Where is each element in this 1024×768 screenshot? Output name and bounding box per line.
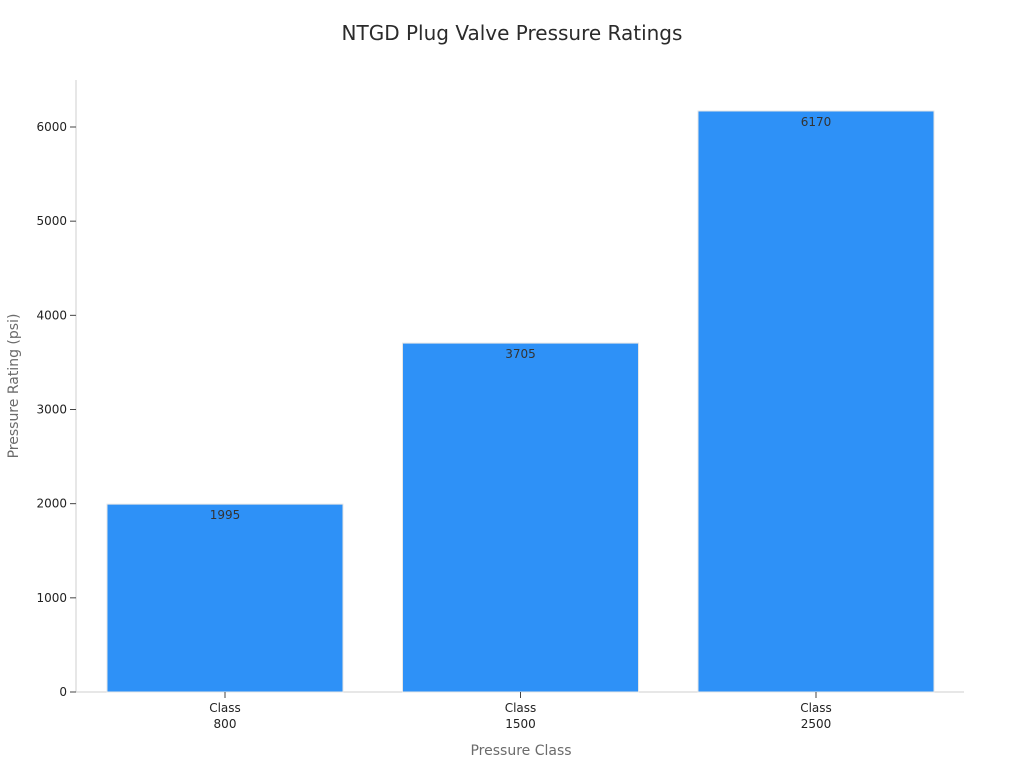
bars-group bbox=[106, 110, 935, 693]
y-tick-label: 3000 bbox=[36, 403, 67, 417]
x-axis-title: Pressure Class bbox=[470, 743, 571, 759]
x-tick-label: 2500 bbox=[801, 717, 832, 731]
y-axis-ticks: 0 1000 2000 3000 4000 5000 6000 bbox=[36, 120, 76, 699]
chart-title: NTGD Plug Valve Pressure Ratings bbox=[342, 21, 683, 45]
bar-class-800 bbox=[106, 503, 344, 693]
x-tick-label: 800 bbox=[214, 717, 237, 731]
data-label: 6170 bbox=[801, 115, 832, 129]
data-label: 3705 bbox=[505, 347, 536, 361]
y-tick-label: 4000 bbox=[36, 308, 67, 322]
x-axis-ticks: Class 800 Class 1500 Class 2500 bbox=[209, 692, 832, 731]
x-tick-label: Class bbox=[209, 701, 241, 715]
y-tick-label: 1000 bbox=[36, 591, 67, 605]
x-tick-label: Class bbox=[800, 701, 832, 715]
y-tick-label: 5000 bbox=[36, 214, 67, 228]
y-tick-label: 0 bbox=[59, 685, 67, 699]
y-tick-label: 6000 bbox=[36, 120, 67, 134]
x-tick-label: 1500 bbox=[505, 717, 536, 731]
data-label: 1995 bbox=[210, 508, 241, 522]
bar-class-2500 bbox=[697, 110, 935, 693]
y-axis-title: Pressure Rating (psi) bbox=[6, 314, 22, 459]
bar-class-1500 bbox=[402, 342, 639, 693]
data-labels-group: 1995 3705 6170 bbox=[210, 115, 832, 522]
x-tick-label: Class bbox=[505, 701, 537, 715]
y-tick-label: 2000 bbox=[36, 497, 67, 511]
